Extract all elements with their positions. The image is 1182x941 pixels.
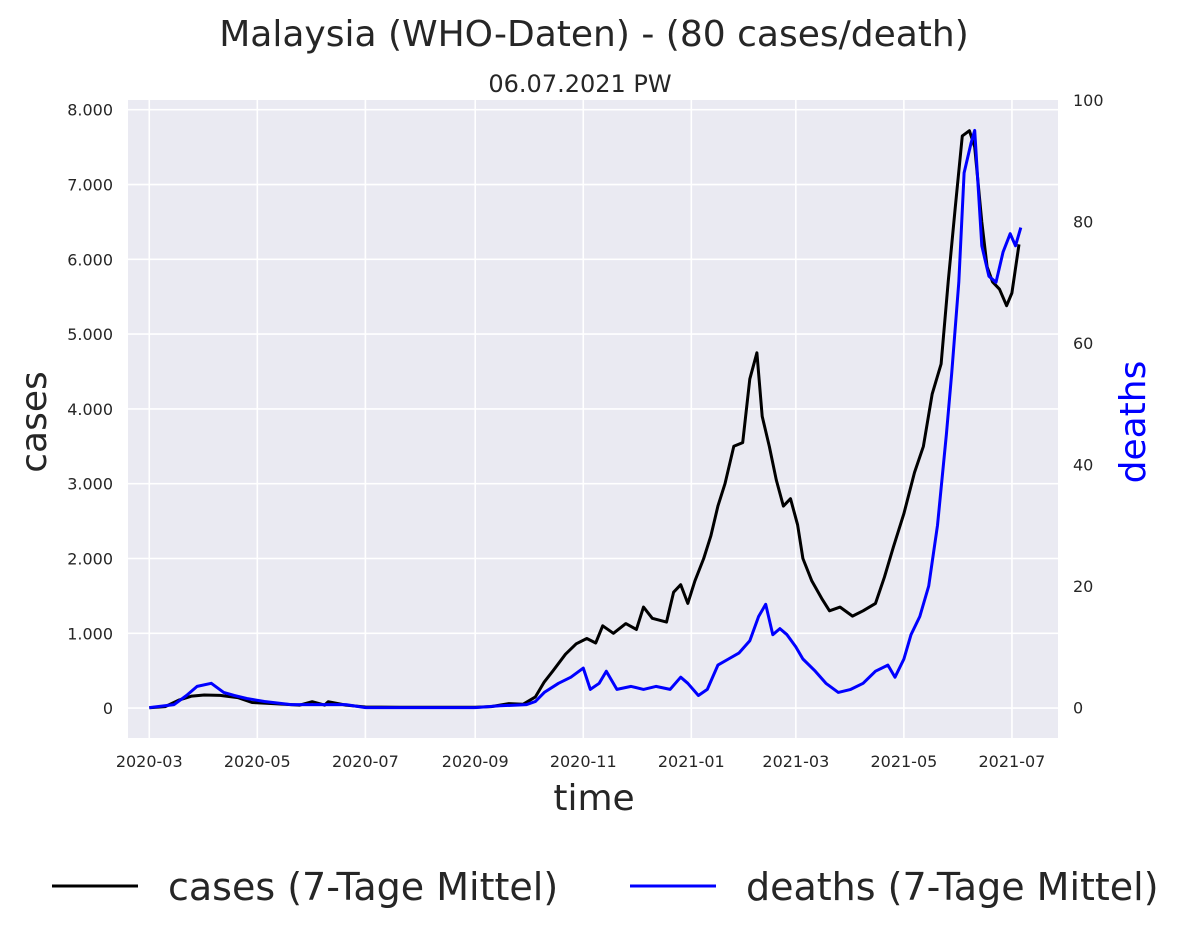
y-axis-label: cases (14, 371, 55, 473)
plot-area (128, 100, 1058, 738)
legend-label-deaths: deaths (7-Tage Mittel) (746, 865, 1159, 909)
y-tick-label: 7.000 (67, 176, 113, 195)
x-tick-label: 2020-05 (224, 752, 291, 771)
y-tick-label: 8.000 (67, 101, 113, 120)
y-tick-label: 3.000 (67, 475, 113, 494)
x-tick-label: 2021-07 (979, 752, 1046, 771)
legend: cases (7-Tage Mittel) deaths (7-Tage Mit… (52, 865, 1159, 909)
y-tick-label: 2.000 (67, 549, 113, 568)
y-right-tick-label: 20 (1073, 577, 1093, 596)
y-axis-right-label: deaths (1113, 361, 1154, 484)
series-line-deaths (149, 128, 1023, 710)
y-tick-label: 6.000 (67, 250, 113, 269)
x-tick-label: 2021-01 (658, 752, 725, 771)
y-right-tick-label: 40 (1073, 456, 1093, 475)
x-axis-label: time (553, 778, 634, 819)
y-tick-label: 4.000 (67, 400, 113, 419)
x-tick-label: 2021-03 (762, 752, 829, 771)
x-tick-label: 2020-09 (442, 752, 509, 771)
chart-title: Malaysia (WHO-Daten) - (80 cases/death) (219, 14, 969, 55)
series-layer (149, 128, 1023, 710)
y-right-tick-label: 60 (1073, 334, 1093, 353)
x-tick-label: 2021-05 (870, 752, 937, 771)
x-tick-label: 2020-07 (332, 752, 399, 771)
y-right-tick-label: 100 (1073, 91, 1104, 110)
tick-labels: 2020-03 2020-05 2020-07 2020-09 2020-11 2021-… (67, 91, 1103, 771)
legend-label-cases: cases (7-Tage Mittel) (168, 865, 558, 909)
grid-lines (128, 100, 1058, 738)
x-tick-label: 2020-03 (116, 752, 183, 771)
y-tick-label: 1.000 (67, 624, 113, 643)
y-tick-label: 5.000 (67, 325, 113, 344)
y-right-tick-label: 0 (1073, 699, 1083, 718)
y-tick-label: 0 (103, 699, 113, 718)
chart-subtitle: 06.07.2021 PW (488, 70, 671, 98)
x-tick-label: 2020-11 (550, 752, 617, 771)
y-right-tick-label: 80 (1073, 213, 1093, 232)
